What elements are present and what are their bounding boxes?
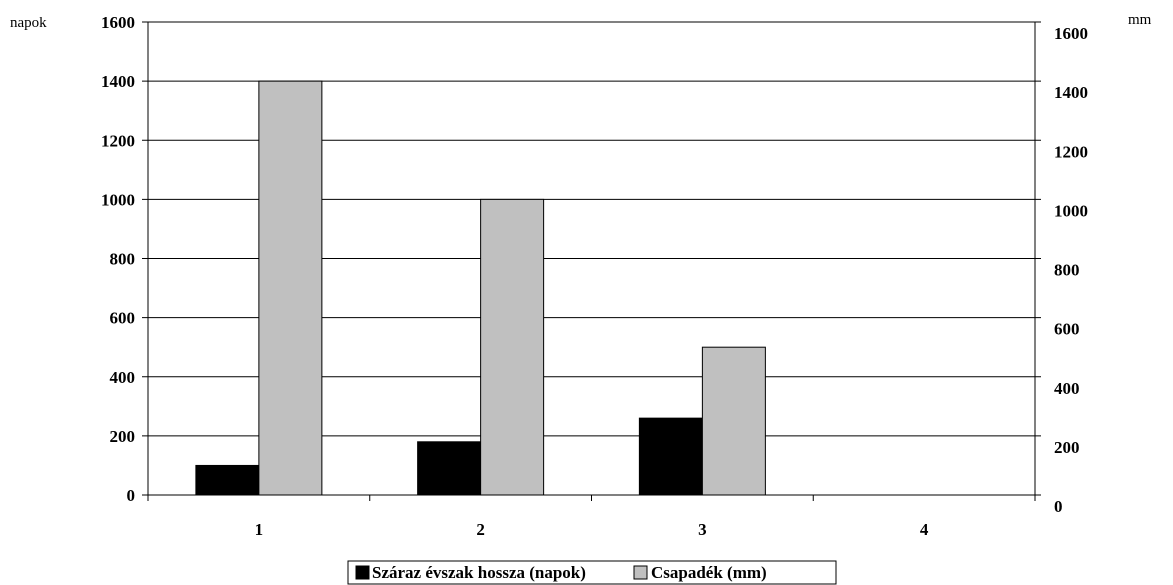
y-right-tick-label: 600: [1054, 320, 1080, 339]
y-left-tick-label: 0: [127, 486, 136, 505]
y-right-tick-label: 1000: [1054, 201, 1088, 220]
bar-precipitation-3: [701, 346, 766, 496]
y-axis-right-unit: mm: [1128, 12, 1152, 28]
x-tick-label: 2: [476, 520, 485, 539]
bars: [195, 80, 766, 496]
y-axis-left-ticks: 0 200 400 600 800 1000 1200 1400 1600: [101, 13, 135, 505]
bar-dry-season-3: [638, 417, 703, 496]
y-left-tick-label: 200: [110, 427, 136, 446]
bar-precipitation-2: [480, 198, 545, 496]
legend-label-precipitation: Csapadék (mm): [651, 563, 767, 582]
legend-frame: [347, 560, 837, 585]
y-left-tick-label: 1000: [101, 190, 135, 209]
y-left-tick-label: 1400: [101, 72, 135, 91]
x-axis-ticks: 1 2 3 4: [255, 520, 929, 539]
x-tick-label: 3: [698, 520, 707, 539]
y-right-tick-label: 0: [1054, 497, 1063, 516]
y-axis-left-unit: napok: [10, 15, 47, 31]
y-left-tick-label: 400: [110, 368, 136, 387]
y-left-tick-label: 1200: [101, 131, 135, 150]
bar-precipitation-1: [258, 80, 323, 496]
legend-swatch-precipitation: [633, 565, 648, 580]
legend-label-dry-season: Száraz évszak hossza (napok): [372, 563, 586, 582]
y-right-tick-label: 1200: [1054, 142, 1088, 161]
y-right-tick-label: 1400: [1054, 83, 1088, 102]
y-left-tick-label: 1600: [101, 13, 135, 32]
y-right-tick-label: 200: [1054, 438, 1080, 457]
axes: [142, 21, 1041, 501]
legend-swatch-dry-season: [355, 565, 370, 580]
y-left-tick-label: 800: [110, 250, 136, 269]
bar-dry-season-2: [417, 441, 482, 496]
bar-dry-season-1: [195, 464, 260, 496]
x-tick-label: 4: [920, 520, 929, 539]
x-tick-label: 1: [255, 520, 264, 539]
legend: Száraz évszak hossza (napok) Csapadék (m…: [347, 560, 837, 585]
y-right-tick-label: 400: [1054, 379, 1080, 398]
y-right-tick-label: 1600: [1054, 24, 1088, 43]
y-left-tick-label: 600: [110, 309, 136, 328]
y-axis-right-ticks: 0 200 400 600 800 1000 1200 1400 1600: [1054, 24, 1088, 516]
y-right-tick-label: 800: [1054, 261, 1080, 280]
